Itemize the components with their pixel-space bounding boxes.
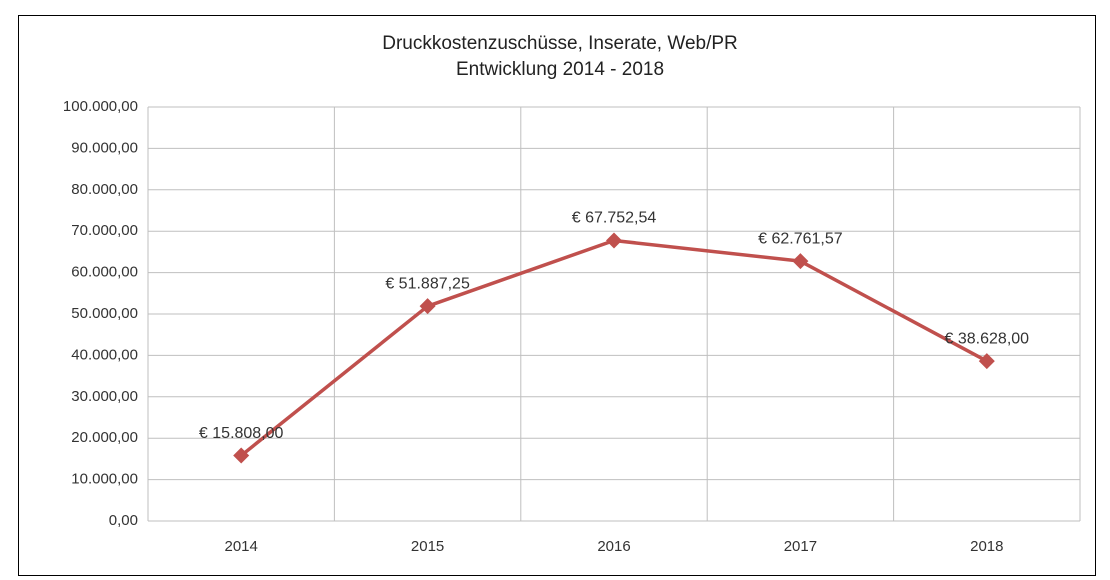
x-tick-label: 2015 [411,538,444,555]
data-label: € 51.887,25 [385,275,470,292]
data-label: € 67.752,54 [572,210,657,227]
chart-title: Druckkostenzuschüsse, Inserate, Web/PR [382,33,738,54]
chart-subtitle: Entwicklung 2014 - 2018 [456,59,664,80]
data-marker [792,253,809,270]
x-tick-label: 2017 [784,538,817,555]
y-tick-label: 20.000,00 [71,429,138,446]
chart-border [18,15,1096,576]
y-tick-label: 90.000,00 [71,139,138,156]
data-marker [419,298,436,315]
x-tick-label: 2014 [225,538,258,555]
data-label: € 62.761,57 [758,230,843,247]
y-tick-label: 60.000,00 [71,264,138,281]
y-tick-label: 100.000,00 [63,98,138,115]
y-tick-label: 40.000,00 [71,346,138,363]
y-tick-label: 50.000,00 [71,305,138,322]
data-marker [978,353,995,370]
y-tick-label: 30.000,00 [71,388,138,405]
x-tick-label: 2018 [970,538,1003,555]
data-marker [606,232,622,249]
y-tick-label: 80.000,00 [71,181,138,198]
x-tick-label: 2016 [597,538,630,555]
data-label: € 15.808,00 [199,425,284,442]
data-marker [233,447,250,464]
y-tick-label: 0,00 [109,512,138,529]
y-tick-label: 10.000,00 [71,471,138,488]
data-label: € 38.628,00 [945,330,1030,347]
y-tick-label: 70.000,00 [71,222,138,239]
